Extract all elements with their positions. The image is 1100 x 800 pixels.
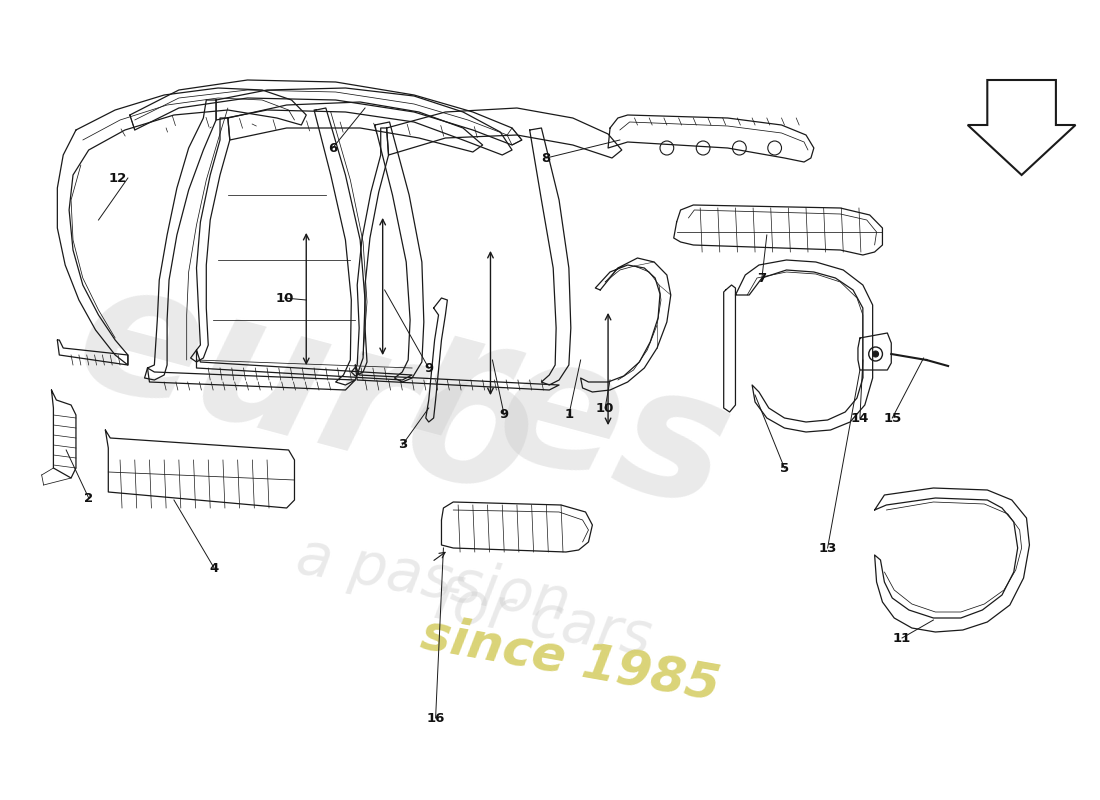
Text: res: res: [394, 294, 748, 546]
Text: 9: 9: [425, 362, 433, 374]
Text: 2: 2: [84, 491, 94, 505]
Text: 9: 9: [499, 409, 509, 422]
Text: euro: euro: [59, 245, 553, 535]
Text: 12: 12: [109, 171, 128, 185]
Text: since 1985: since 1985: [418, 610, 724, 710]
Text: 14: 14: [850, 411, 869, 425]
Text: 7: 7: [758, 271, 767, 285]
Polygon shape: [968, 80, 1076, 175]
Text: 13: 13: [818, 542, 837, 554]
Text: 11: 11: [893, 631, 911, 645]
Text: 3: 3: [398, 438, 407, 451]
Text: for cars: for cars: [428, 573, 656, 667]
Text: 15: 15: [883, 411, 901, 425]
Text: 1: 1: [564, 409, 573, 422]
Text: 10: 10: [275, 291, 294, 305]
Text: 8: 8: [541, 151, 551, 165]
Text: 4: 4: [209, 562, 219, 574]
Text: 10: 10: [596, 402, 614, 414]
Text: 5: 5: [780, 462, 789, 474]
Circle shape: [872, 351, 879, 357]
Text: 6: 6: [328, 142, 338, 154]
Text: a passion: a passion: [293, 528, 575, 632]
Text: 16: 16: [427, 711, 444, 725]
